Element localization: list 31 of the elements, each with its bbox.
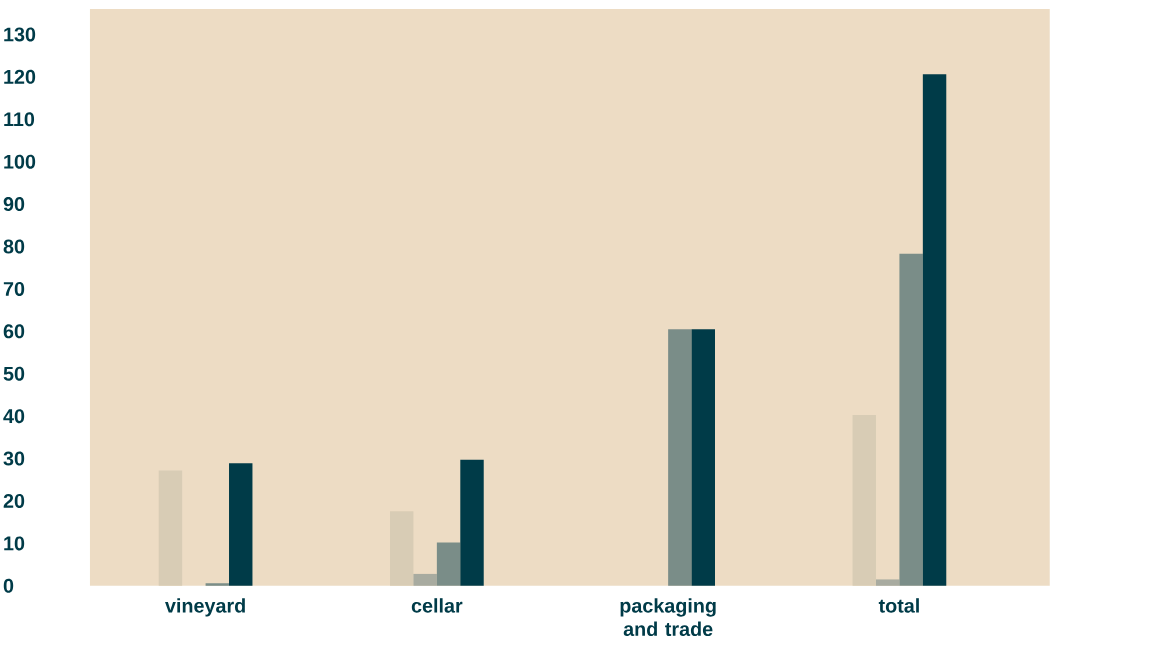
y-tick-label: 30 (3, 451, 25, 466)
y-tick-label: 60 (3, 324, 25, 339)
y-tick-label: 50 (3, 366, 25, 381)
y-tick-label: 110 (4, 112, 35, 127)
bar (158, 470, 183, 586)
x-tick-label: vineyard (165, 598, 245, 617)
bar (229, 463, 253, 586)
bar (460, 459, 484, 586)
y-tick-label: 120 (4, 69, 36, 84)
y-tick-label: 70 (3, 281, 25, 296)
y-tick-label: 10 (4, 536, 25, 551)
x-tick-label: total (878, 598, 919, 613)
bar (875, 579, 900, 586)
y-tick-label: 100 (4, 154, 36, 169)
bar (899, 253, 923, 586)
bar (852, 414, 876, 586)
bar (922, 74, 947, 586)
bar (668, 329, 692, 586)
bar (413, 573, 437, 586)
x-tick-label: cellar (411, 598, 463, 613)
y-tick-label: 40 (3, 409, 25, 424)
y-tick-label: 20 (3, 493, 25, 508)
y-tick-label: 130 (4, 27, 36, 42)
y-tick-label: 90 (3, 197, 25, 212)
bar (436, 542, 461, 586)
y-tick-label: 80 (3, 239, 25, 254)
bar (205, 583, 230, 586)
bar (691, 329, 715, 586)
x-tick-label: packaging and trade (620, 598, 716, 637)
y-tick-label: 0 (3, 578, 14, 593)
bar (390, 511, 414, 586)
